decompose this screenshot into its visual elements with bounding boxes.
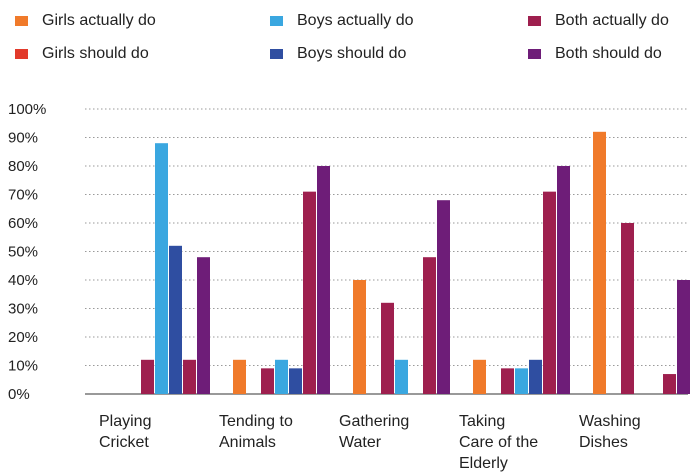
y-tick-label: 50% <box>8 244 38 261</box>
x-category-label: Dishes <box>579 434 628 451</box>
bar <box>303 191 316 394</box>
x-category-label: Taking <box>459 413 505 430</box>
y-tick-label: 70% <box>8 187 38 204</box>
bar <box>233 359 246 394</box>
legend-item: Both should do <box>528 45 662 63</box>
bar <box>381 302 394 394</box>
legend-label: Boys should do <box>297 45 407 62</box>
legend-item: Boys should do <box>270 45 406 63</box>
x-category-label: Cricket <box>99 434 149 451</box>
bar <box>183 359 196 394</box>
bar <box>473 359 486 394</box>
legend-label: Girls should do <box>42 45 149 62</box>
legend-label: Both should do <box>555 45 662 62</box>
x-category-label: Playing <box>99 413 151 430</box>
x-category-label: Animals <box>219 434 276 451</box>
bar <box>543 191 556 394</box>
legend-swatch <box>270 49 283 59</box>
legend-label: Boys actually do <box>297 12 414 29</box>
y-tick-label: 100% <box>8 101 46 118</box>
bar <box>275 359 288 394</box>
legend-item: Girls should do <box>15 45 149 63</box>
legend-swatch <box>15 16 28 26</box>
chart-legend: Girls actually do Boys actually do Both ac… <box>0 0 696 80</box>
bar <box>353 280 366 394</box>
bar <box>155 143 168 394</box>
bar <box>197 257 210 394</box>
x-category-label: Elderly <box>459 455 508 472</box>
bar <box>317 166 330 394</box>
bar <box>663 374 676 394</box>
legend-swatch <box>528 49 541 59</box>
y-tick-label: 30% <box>8 301 38 318</box>
legend-item: Both actually do <box>528 12 669 30</box>
legend-item: Boys actually do <box>270 12 414 30</box>
bar <box>621 223 634 394</box>
bar <box>501 368 514 394</box>
x-category-label: Water <box>339 434 382 451</box>
bar <box>261 368 274 394</box>
legend-item: Girls actually do <box>15 12 156 30</box>
bar <box>677 280 690 394</box>
legend-swatch <box>270 16 283 26</box>
bar <box>557 166 570 394</box>
y-tick-label: 0% <box>8 386 30 403</box>
x-category-label: Washing <box>579 413 641 430</box>
y-tick-label: 20% <box>8 329 38 346</box>
legend-label: Girls actually do <box>42 12 156 29</box>
legend-swatch <box>15 49 28 59</box>
bar <box>593 131 606 395</box>
x-category-label: Tending to <box>219 413 293 430</box>
y-tick-label: 80% <box>8 158 38 175</box>
bar <box>437 200 450 394</box>
y-tick-label: 90% <box>8 130 38 147</box>
x-category-label: Care of the <box>459 434 538 451</box>
bar <box>423 257 436 394</box>
bar <box>529 359 542 394</box>
x-category-label: Gathering <box>339 413 409 430</box>
y-tick-label: 40% <box>8 272 38 289</box>
y-tick-label: 60% <box>8 215 38 232</box>
bar <box>395 359 408 394</box>
bar <box>169 245 182 394</box>
y-tick-label: 10% <box>8 358 38 375</box>
legend-label: Both actually do <box>555 12 669 29</box>
legend-swatch <box>528 16 541 26</box>
bar <box>289 368 302 394</box>
bar <box>141 359 154 394</box>
bar <box>515 368 528 394</box>
